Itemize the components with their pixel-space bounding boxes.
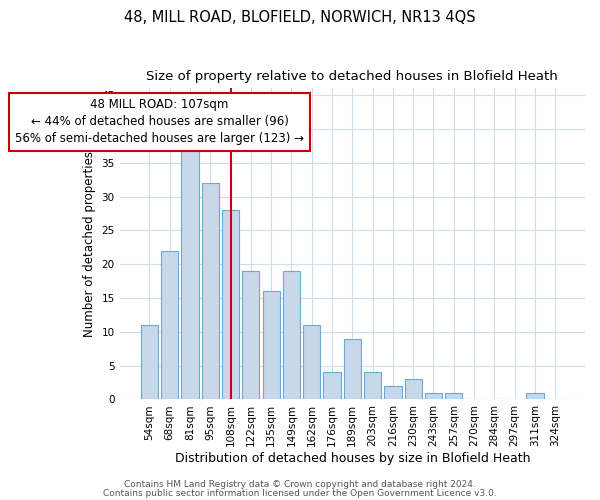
Y-axis label: Number of detached properties: Number of detached properties bbox=[83, 151, 96, 337]
Text: 48 MILL ROAD: 107sqm
← 44% of detached houses are smaller (96)
56% of semi-detac: 48 MILL ROAD: 107sqm ← 44% of detached h… bbox=[15, 98, 304, 146]
Bar bbox=[161, 250, 178, 400]
Bar bbox=[141, 325, 158, 400]
X-axis label: Distribution of detached houses by size in Blofield Heath: Distribution of detached houses by size … bbox=[175, 452, 530, 465]
Title: Size of property relative to detached houses in Blofield Heath: Size of property relative to detached ho… bbox=[146, 70, 558, 83]
Bar bbox=[222, 210, 239, 400]
Bar bbox=[263, 291, 280, 400]
Bar bbox=[445, 392, 463, 400]
Bar bbox=[526, 392, 544, 400]
Bar bbox=[303, 325, 320, 400]
Bar bbox=[344, 338, 361, 400]
Bar bbox=[364, 372, 381, 400]
Bar bbox=[384, 386, 401, 400]
Text: Contains public sector information licensed under the Open Government Licence v3: Contains public sector information licen… bbox=[103, 488, 497, 498]
Bar bbox=[202, 183, 219, 400]
Text: Contains HM Land Registry data © Crown copyright and database right 2024.: Contains HM Land Registry data © Crown c… bbox=[124, 480, 476, 489]
Bar bbox=[425, 392, 442, 400]
Bar bbox=[181, 149, 199, 400]
Text: 48, MILL ROAD, BLOFIELD, NORWICH, NR13 4QS: 48, MILL ROAD, BLOFIELD, NORWICH, NR13 4… bbox=[124, 10, 476, 25]
Bar bbox=[283, 271, 300, 400]
Bar bbox=[404, 379, 422, 400]
Bar bbox=[323, 372, 341, 400]
Bar bbox=[242, 271, 259, 400]
